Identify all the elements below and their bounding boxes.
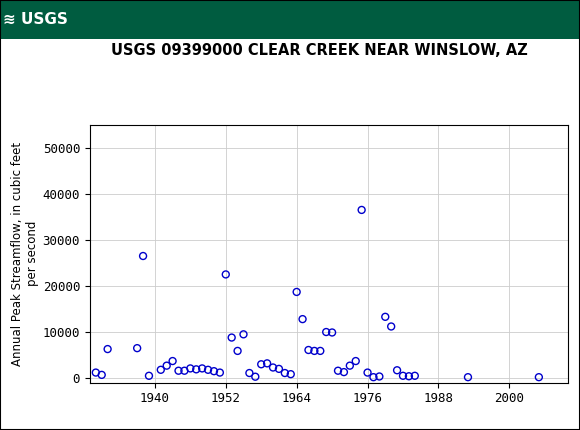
Point: [269, 364, 278, 371]
Point: [316, 347, 325, 354]
Point: [139, 252, 148, 259]
Point: [180, 367, 189, 374]
Point: [369, 374, 378, 381]
Point: [345, 362, 354, 369]
Point: [233, 347, 242, 354]
Point: [534, 374, 543, 381]
Point: [97, 372, 106, 378]
Point: [404, 373, 414, 380]
Point: [209, 368, 219, 375]
Point: [274, 366, 284, 372]
Point: [227, 334, 236, 341]
Point: [215, 369, 224, 376]
Point: [357, 206, 367, 213]
Point: [191, 366, 201, 373]
Point: [310, 347, 319, 354]
Point: [286, 371, 295, 378]
Point: [298, 316, 307, 322]
Point: [393, 367, 402, 374]
Point: [351, 358, 360, 365]
Text: ≋ USGS: ≋ USGS: [3, 12, 68, 27]
Point: [168, 358, 177, 365]
Point: [186, 365, 195, 372]
Point: [292, 289, 301, 295]
Y-axis label: Annual Peak Streamflow, in cubic feet
per second: Annual Peak Streamflow, in cubic feet pe…: [10, 141, 38, 366]
Point: [156, 366, 165, 373]
Point: [132, 345, 142, 352]
Point: [321, 329, 331, 335]
Point: [91, 369, 100, 376]
Point: [79, 144, 89, 151]
Point: [221, 271, 230, 278]
Point: [363, 369, 372, 376]
Point: [103, 346, 113, 353]
Point: [144, 372, 154, 379]
Point: [245, 369, 254, 377]
Point: [263, 360, 272, 367]
Point: [380, 313, 390, 320]
Text: USGS 09399000 CLEAR CREEK NEAR WINSLOW, AZ: USGS 09399000 CLEAR CREEK NEAR WINSLOW, …: [111, 43, 527, 58]
Point: [251, 373, 260, 380]
Point: [239, 331, 248, 338]
Point: [386, 323, 396, 330]
Point: [256, 361, 266, 368]
Point: [375, 373, 384, 380]
Point: [334, 367, 343, 374]
Point: [162, 362, 171, 369]
Point: [304, 347, 313, 353]
Point: [339, 369, 349, 375]
Point: [463, 374, 473, 381]
Point: [198, 365, 207, 372]
Point: [174, 367, 183, 374]
Point: [280, 369, 289, 377]
Point: [398, 372, 408, 379]
Point: [328, 329, 337, 336]
Point: [410, 372, 419, 379]
Point: [204, 366, 213, 373]
